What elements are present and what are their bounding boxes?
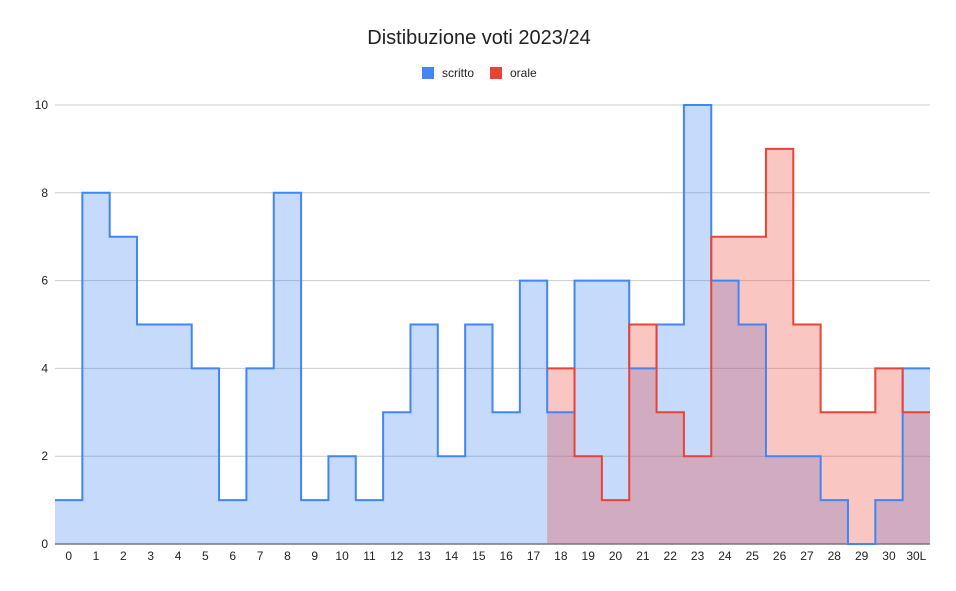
x-tick-label: 19 [582,549,596,563]
x-tick-label: 18 [554,549,568,563]
x-tick-label: 26 [773,549,787,563]
x-tick-label: 14 [445,549,459,563]
x-tick-label: 16 [499,549,513,563]
y-tick-label: 10 [35,98,49,112]
y-tick-label: 8 [41,186,48,200]
x-tick-label: 4 [175,549,182,563]
x-tick-label: 30L [906,549,926,563]
legend-label-orale: orale [510,66,537,80]
x-tick-label: 30 [882,549,896,563]
x-tick-label: 11 [363,549,376,563]
x-tick-label: 29 [855,549,869,563]
x-tick-label: 24 [718,549,732,563]
series-line-scritto [55,104,930,545]
legend-swatch-orale [490,67,502,79]
x-tick-label: 23 [691,549,705,563]
legend-swatch-scritto [422,67,434,79]
chart-title: Distibuzione voti 2023/24 [367,27,590,49]
series-lines [55,104,930,545]
y-tick-label: 6 [41,274,48,288]
x-tick-label: 6 [229,549,236,563]
y-tick-label: 4 [41,361,48,375]
series-area-orale [547,148,930,544]
x-tick-label: 7 [257,549,264,563]
x-tick-label: 27 [800,549,814,563]
x-tick-label: 12 [390,549,404,563]
x-tick-label: 20 [609,549,623,563]
series-line-orale [547,147,930,502]
x-tick-label: 9 [311,549,318,563]
x-tick-label: 0 [65,549,72,563]
x-tick-label: 10 [335,549,349,563]
x-tick-label: 17 [527,549,541,563]
y-tick-label: 0 [41,537,48,551]
x-tick-label: 3 [147,549,154,563]
x-tick-label: 21 [636,549,650,563]
y-axis-ticks: 0 2 4 6 8 10 [35,98,49,551]
x-tick-label: 28 [828,549,842,563]
y-tick-label: 2 [41,449,48,463]
x-axis-ticks: 0 1 2 3 4 5 6 7 8 9 10 11 12 13 14 15 16 17 18 19 20 21 22 23 24… [65,549,926,563]
x-tick-label: 5 [202,549,209,563]
legend: scritto orale [422,66,537,80]
x-tick-label: 13 [417,549,431,563]
x-tick-label: 1 [93,549,100,563]
legend-label-scritto: scritto [442,66,474,80]
x-tick-label: 8 [284,549,291,563]
x-tick-label: 25 [746,549,760,563]
x-tick-label: 15 [472,549,486,563]
x-tick-label: 22 [664,549,678,563]
x-tick-label: 2 [120,549,127,563]
